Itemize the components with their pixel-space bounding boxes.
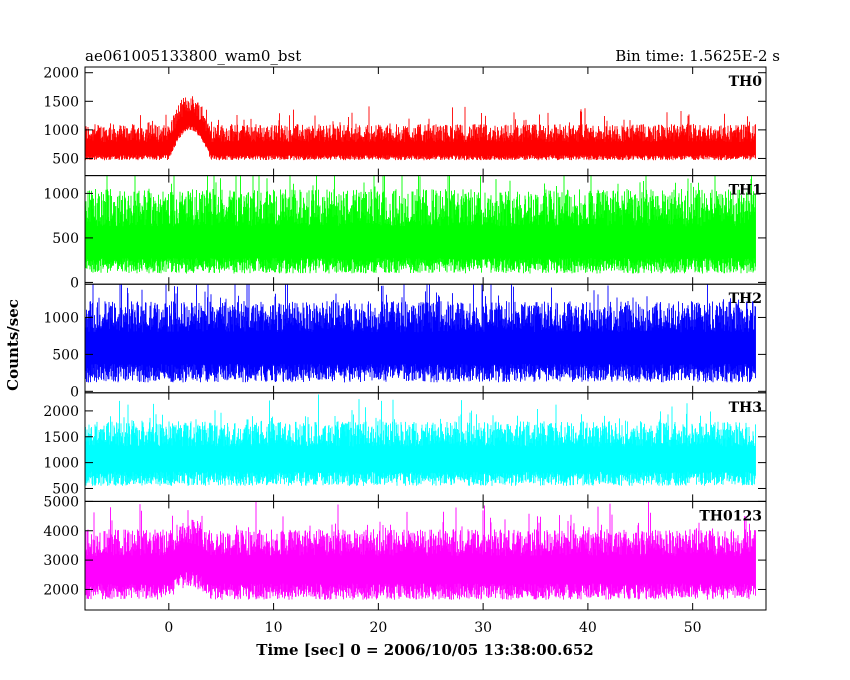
- x-tick-label: 50: [684, 620, 702, 636]
- y-tick-label: 1000: [43, 310, 79, 326]
- y-tick-label: 500: [52, 231, 79, 247]
- y-tick-label: 1000: [43, 123, 79, 139]
- panel-label-th2: TH2: [729, 291, 762, 307]
- panel-label-th0123: TH0123: [699, 508, 762, 524]
- y-tick-label: 500: [52, 151, 79, 167]
- y-tick-label: 2000: [43, 404, 79, 420]
- x-tick-label: 30: [474, 620, 492, 636]
- y-tick-label: 5000: [43, 494, 79, 510]
- panel-label-th0: TH0: [729, 74, 763, 90]
- y-tick-label: 500: [52, 347, 79, 363]
- y-tick-label: 3000: [43, 553, 79, 569]
- series-th0: [85, 96, 756, 161]
- y-tick-label: 0: [70, 275, 79, 291]
- y-tick-label: 0: [70, 384, 79, 400]
- y-axis-label: Counts/sec: [4, 299, 22, 391]
- y-tick-label: 2000: [43, 66, 79, 82]
- y-tick-label: 500: [52, 481, 79, 497]
- x-tick-label: 0: [164, 620, 173, 636]
- x-tick-label: 40: [579, 620, 597, 636]
- bin-time-label: Bin time: 1.5625E-2 s: [615, 47, 780, 65]
- y-tick-label: 1000: [43, 456, 79, 472]
- y-tick-label: 2000: [43, 582, 79, 598]
- series-th2: [85, 284, 756, 383]
- x-axis-label: Time [sec] 0 = 2006/10/05 13:38:00.652: [256, 641, 593, 659]
- x-tick-label: 20: [369, 620, 387, 636]
- series-th0123: [85, 501, 756, 600]
- panel-label-th1: TH1: [729, 183, 762, 199]
- x-tick-label: 10: [265, 620, 283, 636]
- series-th3: [85, 394, 756, 486]
- y-tick-label: 1000: [43, 186, 79, 202]
- y-tick-label: 1500: [43, 94, 79, 110]
- chart-title: ae061005133800_wam0_bst: [85, 47, 301, 65]
- panel-frame-th0123: [84, 500, 767, 611]
- y-tick-label: 4000: [43, 524, 79, 540]
- series-th1: [85, 175, 756, 274]
- panel-label-th3: TH3: [729, 400, 762, 416]
- y-tick-label: 1500: [43, 430, 79, 446]
